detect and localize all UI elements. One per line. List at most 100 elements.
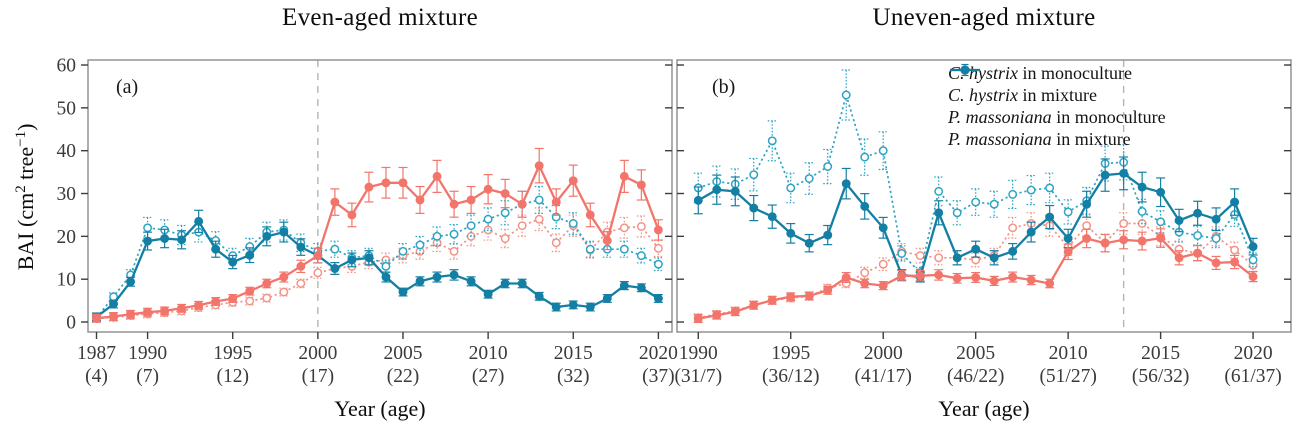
data-point xyxy=(989,276,999,286)
data-point xyxy=(952,253,962,263)
panel-frame xyxy=(676,59,1292,333)
data-point xyxy=(786,183,796,193)
data-point xyxy=(551,302,561,312)
y-tick-label: 40 xyxy=(57,141,77,162)
data-point xyxy=(449,270,459,280)
data-point xyxy=(730,307,740,317)
data-point xyxy=(534,195,544,205)
data-point xyxy=(1156,187,1166,197)
errorbar-filled-circle-icon xyxy=(950,63,980,77)
legend-label: P. massoniana in mixture xyxy=(948,128,1131,149)
x-tick-age-label: (32) xyxy=(557,366,590,387)
data-point xyxy=(934,186,944,196)
data-point xyxy=(804,174,814,183)
data-point xyxy=(568,300,578,310)
x-tick-year-label: 1987 xyxy=(77,343,116,364)
data-point xyxy=(449,199,459,209)
legend-row: P. massoniana in mixture xyxy=(948,63,1293,150)
x-tick-year-label: 1995 xyxy=(213,343,252,364)
data-point xyxy=(160,306,170,316)
data-point xyxy=(500,279,510,288)
data-point xyxy=(398,287,408,297)
data-point xyxy=(1063,247,1073,257)
data-point xyxy=(194,300,204,310)
x-tick-year-label: 2005 xyxy=(383,343,422,364)
x-tick-age-label: (4) xyxy=(85,366,108,387)
data-point xyxy=(1230,245,1240,255)
data-point xyxy=(767,136,777,146)
data-point xyxy=(483,184,493,194)
data-point xyxy=(1137,236,1147,246)
y-tick-label: 60 xyxy=(57,56,77,77)
data-point xyxy=(636,180,646,190)
panel-b: 1990(31/7) 1995(36/12) 2000(41/17) 2005(46/… xyxy=(674,59,1292,387)
data-point xyxy=(804,238,814,248)
data-point xyxy=(653,259,663,269)
data-point xyxy=(245,296,255,306)
data-point xyxy=(500,208,510,218)
data-point xyxy=(841,273,851,282)
data-point xyxy=(126,309,136,319)
data-point xyxy=(1119,235,1129,245)
data-point xyxy=(109,312,118,321)
data-point xyxy=(1026,275,1036,285)
data-point xyxy=(1193,248,1203,258)
data-point xyxy=(636,251,646,261)
series-line xyxy=(698,222,1254,319)
data-point xyxy=(897,271,907,281)
data-point xyxy=(330,244,340,254)
data-point xyxy=(245,250,255,260)
x-tick-age-label: (46/22) xyxy=(947,366,1004,387)
data-point xyxy=(228,294,238,303)
series-line xyxy=(96,218,660,320)
x-tick-age-label: (37) xyxy=(642,366,675,387)
data-point xyxy=(534,291,544,301)
legend-row: P. massoniana in monoculture xyxy=(948,63,1293,128)
data-point xyxy=(1174,216,1184,225)
data-point xyxy=(860,268,870,278)
data-point xyxy=(92,313,101,323)
legend-row: C. hystrix in monoculture xyxy=(948,62,1293,84)
data-point xyxy=(860,152,870,162)
data-point xyxy=(381,261,391,271)
data-point xyxy=(381,272,391,282)
data-point xyxy=(619,281,629,291)
data-point xyxy=(245,286,255,296)
x-tick-year-label: 2005 xyxy=(956,343,995,364)
data-point xyxy=(1230,197,1240,207)
x-tick-age-label: (56/32) xyxy=(1132,366,1189,387)
data-point xyxy=(989,253,999,263)
data-point xyxy=(500,234,510,243)
data-point xyxy=(415,195,425,205)
data-point xyxy=(415,276,425,286)
data-point xyxy=(211,244,221,254)
x-tick-age-label: (36/12) xyxy=(762,366,819,387)
data-point xyxy=(767,212,777,222)
data-point xyxy=(364,253,374,263)
data-point xyxy=(279,287,289,297)
data-point xyxy=(483,214,493,224)
data-point xyxy=(915,251,925,261)
data-point xyxy=(1082,234,1092,243)
data-point xyxy=(551,238,561,248)
data-point xyxy=(1248,255,1258,265)
data-point xyxy=(160,234,170,243)
data-point xyxy=(1082,199,1092,209)
series-line xyxy=(95,198,659,319)
data-point xyxy=(143,223,153,233)
data-point xyxy=(517,221,527,231)
data-point xyxy=(1063,207,1073,217)
panel-frame xyxy=(87,59,673,333)
data-point xyxy=(398,246,408,256)
data-point xyxy=(1045,183,1055,193)
data-point xyxy=(860,279,870,288)
data-point xyxy=(878,281,888,291)
data-point xyxy=(749,300,759,310)
panel-a-letter: (a) xyxy=(116,76,139,98)
x-tick-age-label: (61/37) xyxy=(1224,366,1281,387)
x-tick-year-label: 2020 xyxy=(1234,343,1273,364)
data-point xyxy=(347,255,357,265)
data-point xyxy=(483,289,493,299)
x-tick-year-label: 2010 xyxy=(1049,343,1088,364)
